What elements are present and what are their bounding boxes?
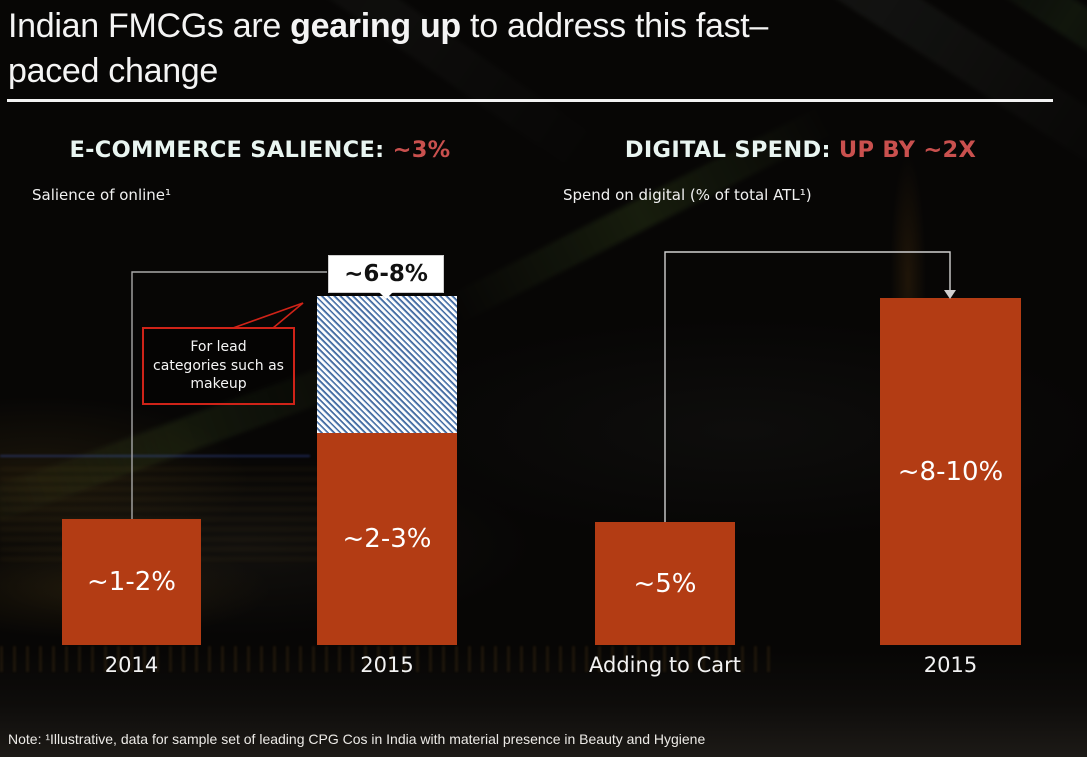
bar-value-label: ~1-2% (87, 567, 176, 597)
bar-2015-digital-spend: ~8-10% (880, 298, 1021, 645)
ecommerce-salience-heading: E-COMMERCE SALIENCE: ~3% (30, 137, 490, 163)
title-text-line2: paced change (8, 51, 219, 90)
ecommerce-salience-subtitle: Salience of online¹ (32, 186, 172, 204)
heading-accent: UP BY ~2X (838, 137, 977, 163)
axis-label-2015-right: 2015 (923, 653, 978, 677)
digital-spend-subtitle: Spend on digital (% of total ATL¹) (563, 186, 812, 204)
title-emphasis: gearing up (290, 7, 461, 45)
bridge-railing (0, 646, 780, 672)
bar-value-label: ~8-10% (897, 456, 1004, 487)
axis-label-2014: 2014 (104, 653, 159, 677)
bar-2015-online-salience: ~2-3% (317, 433, 457, 645)
axis-label-2015-left: 2015 (360, 653, 414, 677)
heading-main: E-COMMERCE SALIENCE: (69, 137, 393, 163)
bar-adding-to-cart: ~5% (595, 522, 735, 645)
bar-2014-online-salience: ~1-2% (62, 519, 201, 645)
bar-value-label: ~2-3% (342, 524, 432, 554)
digital-spend-heading: DIGITAL SPEND: UP BY ~2X (563, 137, 1038, 163)
title-text: Indian FMCGs are (8, 7, 291, 45)
callout-text: For lead categories such as makeup (153, 338, 284, 393)
axis-label-adding-to-cart: Adding to Cart (589, 653, 741, 677)
lead-categories-callout: For lead categories such as makeup (142, 327, 295, 405)
light-streak (0, 455, 310, 457)
title-text: to address this fast– (460, 7, 769, 45)
bar-value-label: ~5% (633, 568, 697, 599)
heading-accent: ~3% (392, 137, 451, 163)
total-value-label: ~6-8% (344, 261, 428, 287)
footnote: Note: ¹Illustrative, data for sample set… (8, 731, 706, 747)
slide-title: Indian FMCGs are gearing up to address t… (8, 4, 1068, 94)
title-underline (7, 99, 1053, 102)
bar-2015-lead-categories-hatched (317, 296, 457, 433)
total-value-label-box: ~6-8% (328, 255, 444, 299)
heading-main: DIGITAL SPEND: (624, 137, 839, 163)
